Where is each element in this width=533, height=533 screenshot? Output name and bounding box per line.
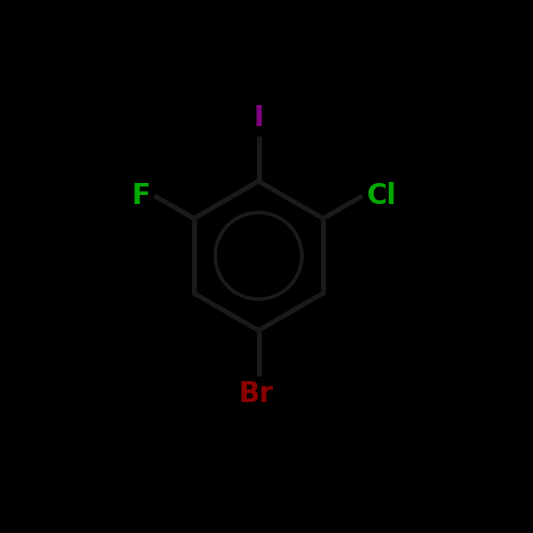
Text: Cl: Cl [367, 182, 397, 210]
Text: Br: Br [238, 380, 273, 408]
Text: I: I [253, 103, 264, 132]
Text: F: F [132, 182, 150, 210]
